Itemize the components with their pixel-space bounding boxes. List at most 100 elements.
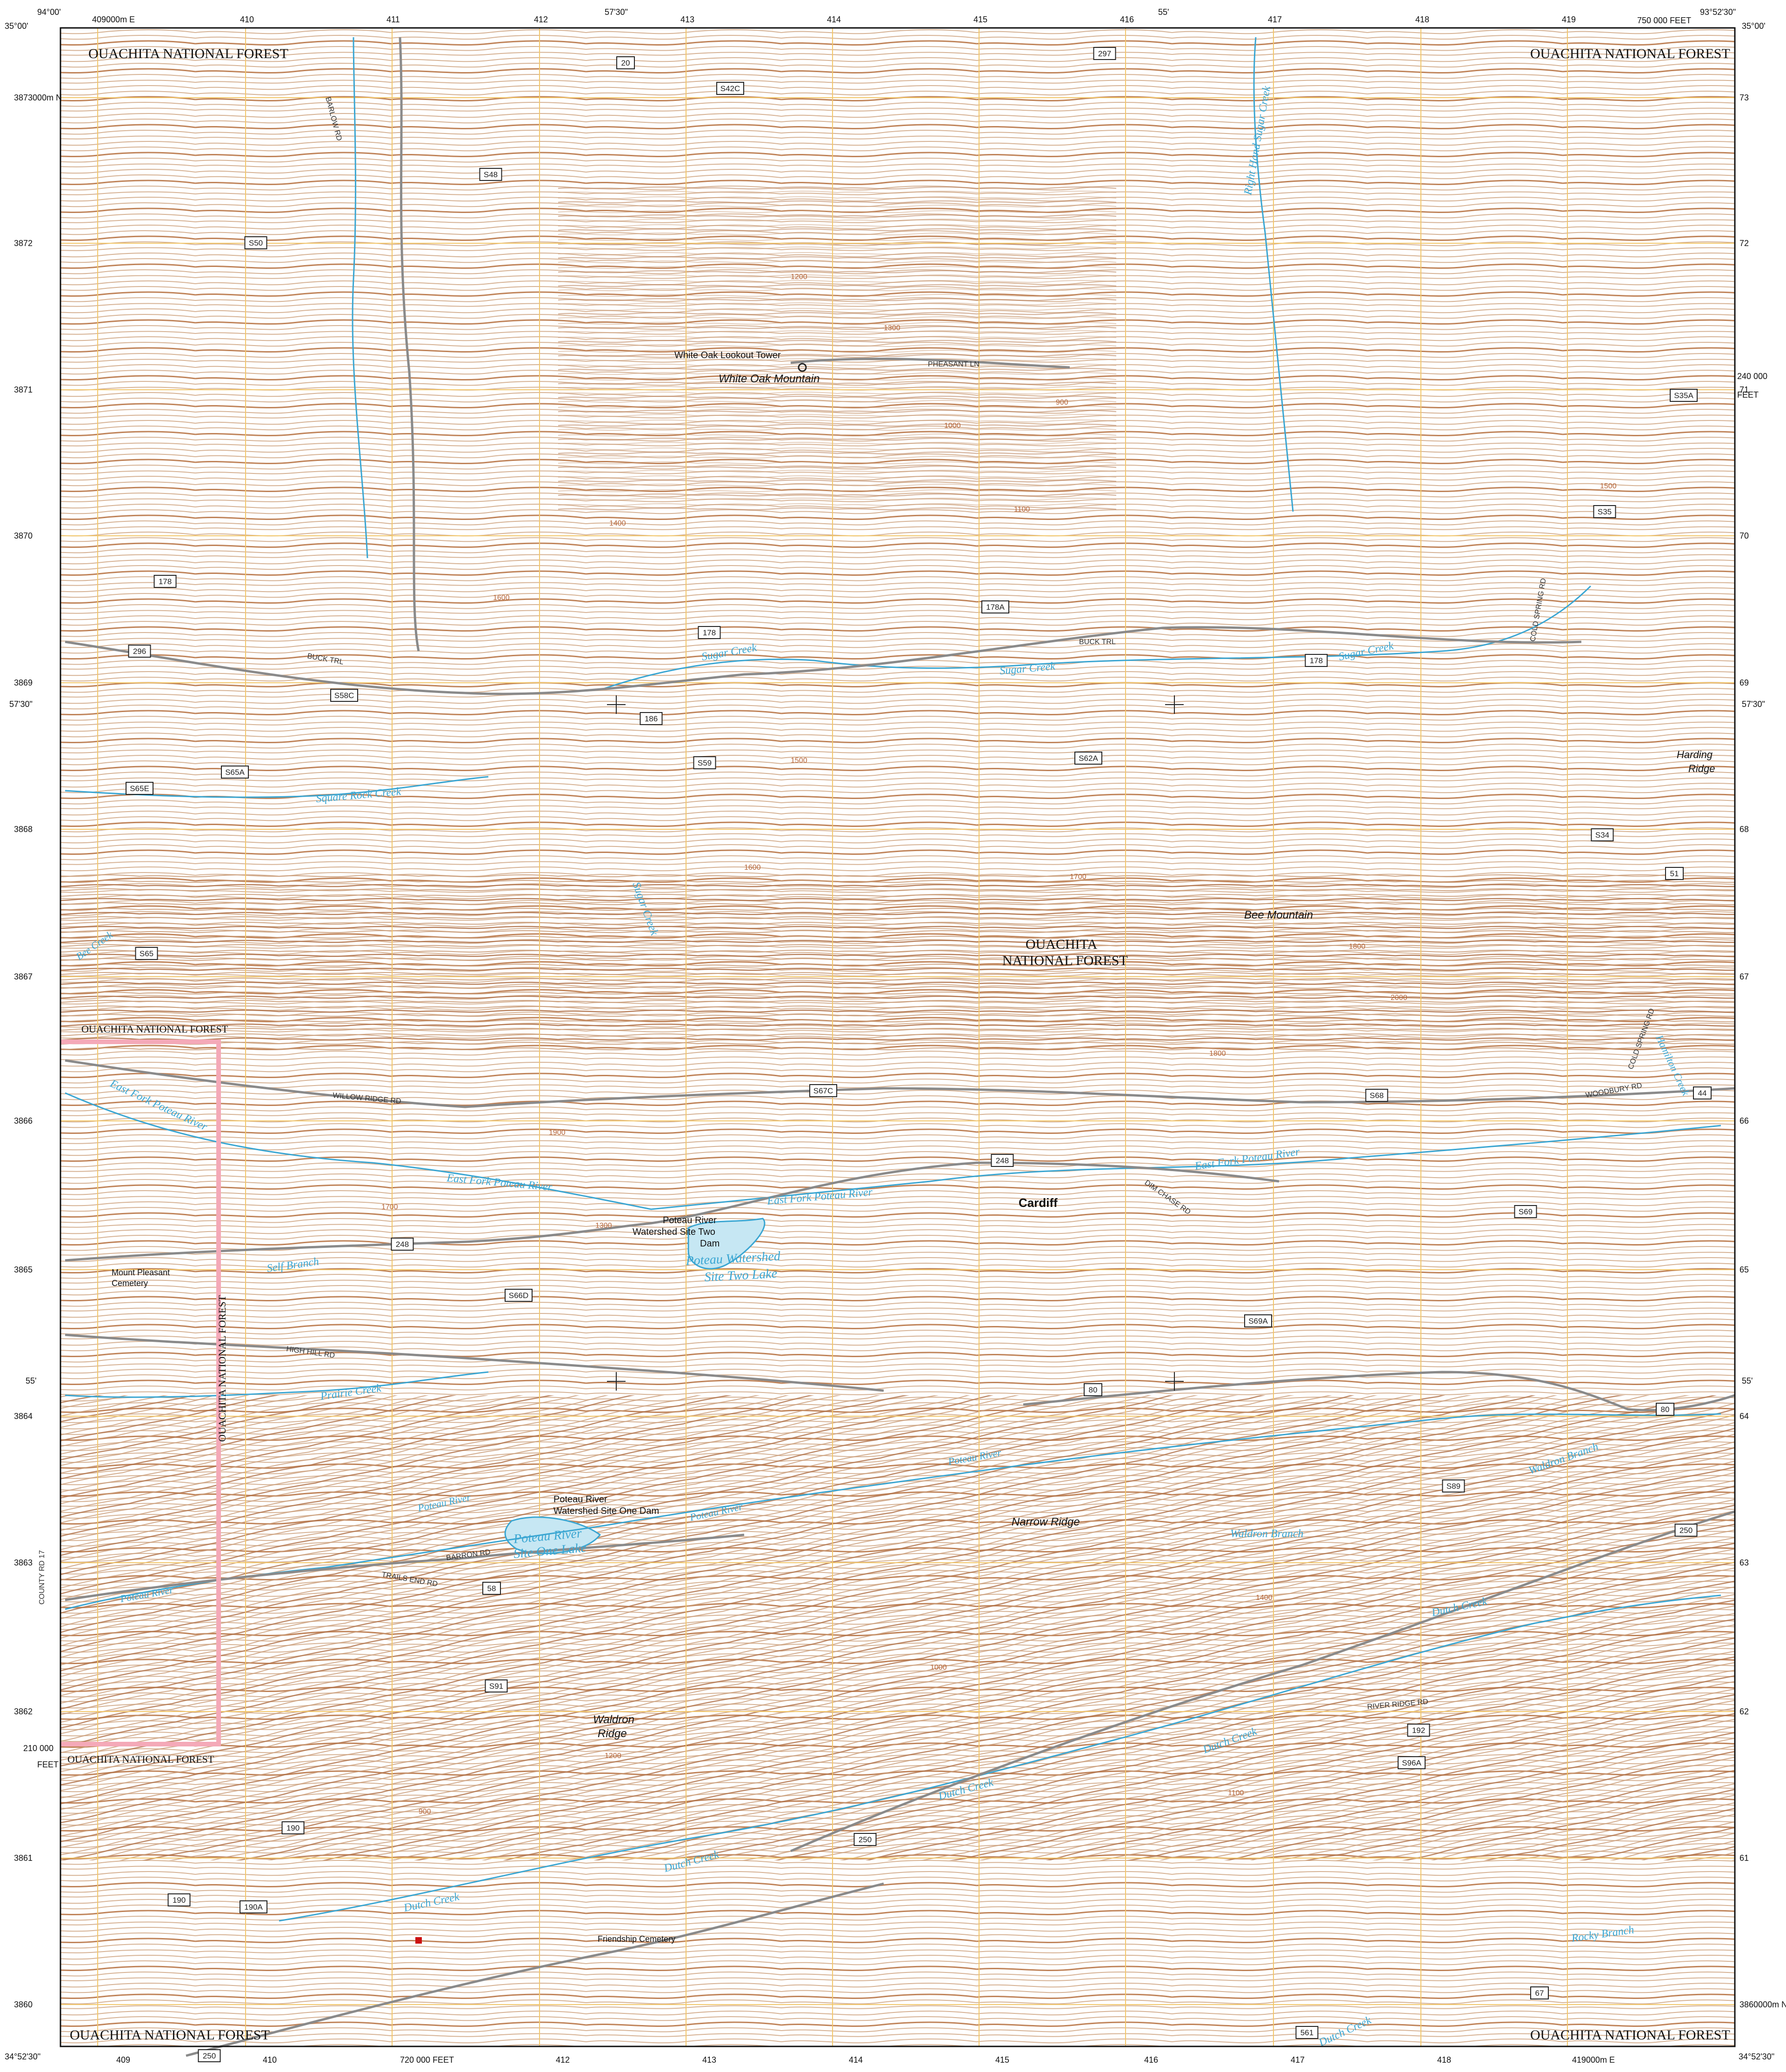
contour-elevation-label: 900	[1056, 399, 1068, 406]
edge-grid-labels: 409000m E 410 411 412 413 414 415 416 417 418 419 4…	[14, 15, 1786, 2065]
grid-label-top: 418	[1415, 15, 1429, 24]
tower-label: White Oak Lookout Tower	[674, 350, 781, 360]
buck-trail-label-2: BUCK TRL	[1079, 638, 1116, 646]
forest-label-bottom-left: OUACHITA NATIONAL FOREST	[70, 2027, 270, 2043]
grid-label-right: 68	[1739, 825, 1749, 834]
route-shield: S96A	[1398, 1756, 1426, 1769]
route-shield-label: S35	[1598, 507, 1612, 516]
forest-label-vertical: OUACHITA NATIONAL FOREST	[216, 1295, 228, 1442]
grid-label-top: 411	[387, 15, 400, 24]
route-shield: S34	[1591, 828, 1614, 841]
route-shield: 80	[1656, 1403, 1674, 1416]
corner-bottom-left-lat: 34°52'30"	[5, 2052, 40, 2061]
route-shield-label: 178A	[986, 603, 1005, 612]
feet-left-low: 210 000	[23, 1744, 53, 1753]
route-shield: S50	[244, 236, 267, 249]
contour-elevation-label: 900	[419, 1808, 431, 1816]
bee-mountain-label: Bee Mountain	[1244, 909, 1313, 921]
route-shield: 248	[991, 1154, 1014, 1167]
waldron-branch-label-2: Waldron Branch	[1230, 1528, 1304, 1540]
grid-label-bottom: 418	[1437, 2055, 1451, 2065]
top-mid2-lon: 55'	[1158, 7, 1169, 17]
route-shield: 178	[153, 575, 177, 588]
top-mid-lon: 57'30"	[605, 7, 628, 17]
road-north-connector	[399, 37, 420, 652]
cross-mark-3	[607, 1372, 626, 1391]
route-shield: S68	[1365, 1089, 1388, 1102]
route-shield: S91	[485, 1679, 508, 1692]
route-shield-label: 20	[621, 59, 630, 67]
coordinates: 94°00' 35°00' 93°52'30" 35°00' 34°52'30"…	[5, 7, 1774, 2065]
route-shield-label: 67	[1535, 1989, 1544, 1998]
route-shield: 80	[1084, 1383, 1102, 1396]
contour-elevation-label: 1100	[1014, 506, 1030, 513]
contour-elevation-label: 1000	[944, 422, 961, 430]
grid-label-bottom: 413	[702, 2055, 716, 2065]
contour-band-waldron-ridge	[60, 1395, 1735, 1860]
route-shield-label: S67C	[813, 1086, 833, 1095]
forest-label-bottom-right: OUACHITA NATIONAL FOREST	[1530, 2027, 1730, 2043]
grid-label-bottom: 414	[849, 2055, 863, 2065]
grid-label-left: 3867	[14, 972, 33, 981]
route-shield: S58C	[330, 689, 358, 702]
right-low-lat: 55'	[1742, 1376, 1753, 1386]
contour-elevation-label: 2000	[1391, 994, 1407, 1002]
forest-label-top-left: OUACHITA NATIONAL FOREST	[88, 46, 288, 61]
contour-elevation-label: 1700	[1070, 873, 1086, 881]
route-shield-label: S50	[249, 239, 263, 247]
route-shield-label: 190A	[244, 1903, 263, 1912]
grid-label-bottom: 417	[1291, 2055, 1305, 2065]
grid-label-bottom: 416	[1144, 2055, 1158, 2065]
route-shield-label: S48	[484, 170, 498, 179]
corner-top-left-lat: 35°00'	[5, 21, 28, 31]
route-shield-label: S59	[698, 759, 712, 767]
route-shield-label: S89	[1446, 1482, 1460, 1491]
route-shield: S65E	[126, 782, 153, 795]
route-shield-label: S69	[1519, 1207, 1533, 1216]
route-shield: 250	[198, 2049, 221, 2062]
grid-label-top: 414	[827, 15, 841, 24]
route-shield: 20	[616, 56, 635, 69]
grid-label-top: 415	[973, 15, 987, 24]
route-shield: S69A	[1244, 1314, 1272, 1327]
cross-mark-4	[1165, 1372, 1184, 1391]
grid-label-top: 412	[534, 15, 548, 24]
route-shield: S62A	[1074, 752, 1102, 765]
left-mid-lat: 57'30"	[9, 700, 33, 709]
right-mid-lat: 57'30"	[1742, 700, 1765, 709]
route-shield-label: 250	[1679, 1526, 1693, 1535]
corner-top-right-lon: 93°52'30"	[1700, 7, 1736, 17]
contour-elevation-label: 1000	[930, 1664, 947, 1672]
road-barron	[65, 1533, 745, 1601]
forest-label-center-2: NATIONAL FOREST	[1002, 953, 1128, 968]
route-shield: 44	[1693, 1086, 1712, 1099]
grid-label-right: 66	[1739, 1116, 1749, 1126]
contour-elevation-label: 1900	[549, 1129, 566, 1137]
waldron-ridge-label-2: Ridge	[598, 1727, 627, 1740]
grid-label-right: 61	[1739, 1853, 1749, 1863]
grid-label-left: 3866	[14, 1116, 33, 1126]
route-shield: 248	[391, 1238, 414, 1251]
forest-label-left: OUACHITA NATIONAL FOREST	[81, 1023, 228, 1035]
route-shield: 178	[698, 626, 721, 639]
route-shield: 190	[167, 1893, 191, 1906]
route-shield-label: 296	[133, 647, 146, 656]
dam-two-label-1: Poteau River	[663, 1215, 717, 1226]
route-shield-label: 248	[396, 1240, 409, 1249]
contour-elevation-label: 1200	[791, 273, 807, 281]
road-highway-250	[790, 1510, 1735, 1852]
building-marker	[415, 1937, 422, 1944]
mountain-label: White Oak Mountain	[719, 373, 820, 385]
route-shield: 51	[1665, 867, 1684, 880]
route-shield: 190	[281, 1821, 305, 1834]
narrow-ridge-label: Narrow Ridge	[1012, 1516, 1080, 1528]
route-shield: 67	[1530, 1986, 1549, 1999]
harding-ridge-label-1: Harding	[1677, 749, 1713, 760]
contour-elevation-label: 1600	[744, 864, 761, 872]
grid-label-left: 3873000m N	[14, 93, 62, 102]
feet-left-low-unit: FEET	[37, 1760, 59, 1769]
route-shield-label: S69A	[1248, 1317, 1268, 1326]
route-shield: S89	[1442, 1479, 1465, 1492]
contour-elevation-label: 1400	[1256, 1594, 1273, 1602]
road-willow-ridge	[65, 1059, 1735, 1108]
